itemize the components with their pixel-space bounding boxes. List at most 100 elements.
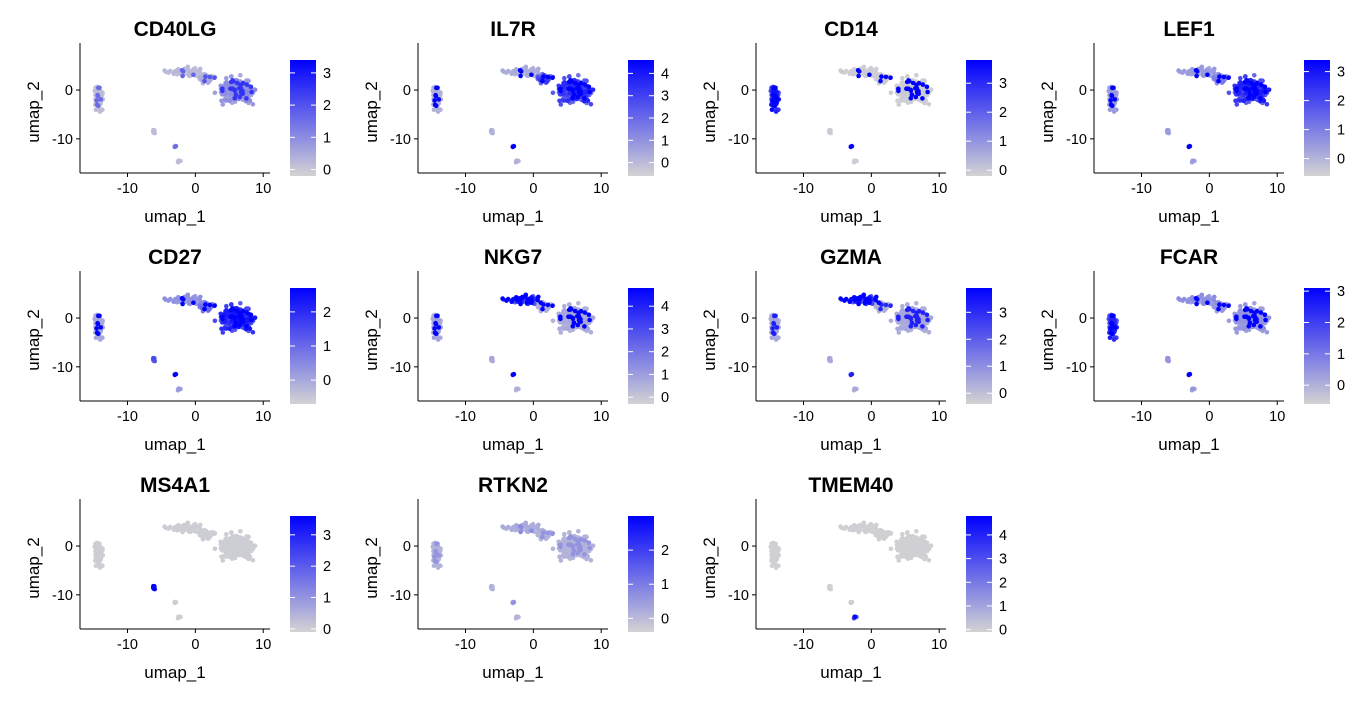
data-point <box>587 317 592 323</box>
data-point <box>246 306 251 311</box>
data-point <box>827 355 832 361</box>
data-point <box>1252 318 1258 323</box>
data-point <box>545 74 551 80</box>
data-point <box>851 523 857 528</box>
data-point <box>233 320 239 326</box>
data-point <box>93 107 99 112</box>
data-point <box>1264 102 1270 107</box>
data-point <box>1261 98 1267 104</box>
data-point <box>1112 97 1118 102</box>
data-point <box>1246 88 1252 94</box>
data-point <box>1110 313 1115 319</box>
colorbar-gradient <box>628 288 654 404</box>
data-point <box>550 90 556 96</box>
x-axis-label: umap_1 <box>144 207 205 226</box>
data-point <box>151 583 156 589</box>
data-point <box>914 90 920 95</box>
data-point <box>1226 318 1232 324</box>
data-point <box>571 320 577 326</box>
data-point <box>244 310 250 315</box>
data-point <box>212 318 218 324</box>
data-point <box>586 540 592 546</box>
data-point <box>183 522 188 528</box>
data-point <box>212 75 217 81</box>
scatter-points <box>92 520 258 621</box>
data-point <box>514 158 520 164</box>
data-point <box>770 98 775 103</box>
data-point <box>888 546 894 552</box>
data-point <box>432 558 438 564</box>
y-tick-label: 0 <box>1079 83 1087 99</box>
x-tick-label: 10 <box>931 181 947 197</box>
data-point <box>220 558 226 563</box>
data-point <box>900 75 905 81</box>
data-point <box>774 97 780 102</box>
data-point <box>769 335 775 340</box>
data-point <box>878 306 883 312</box>
data-point <box>233 540 239 546</box>
y-tick-label: -10 <box>390 360 411 376</box>
data-point <box>536 66 541 72</box>
data-point <box>839 69 845 75</box>
data-point <box>220 102 226 107</box>
data-point <box>888 318 894 324</box>
data-point <box>247 98 253 104</box>
data-point <box>1109 92 1114 98</box>
data-point <box>237 322 243 328</box>
data-point <box>244 96 249 101</box>
colorbar: 012 <box>290 288 331 404</box>
data-point <box>558 330 564 335</box>
panel-title: LEF1 <box>1163 18 1215 41</box>
data-point <box>219 326 224 332</box>
data-point <box>197 529 203 535</box>
data-point <box>923 326 929 332</box>
data-point <box>575 94 581 100</box>
data-point <box>1234 314 1239 320</box>
data-point <box>176 158 182 164</box>
data-point <box>541 74 546 79</box>
data-point <box>1241 326 1246 332</box>
data-point <box>926 558 932 563</box>
data-point <box>232 536 238 541</box>
data-point <box>922 100 927 106</box>
data-point <box>867 72 872 78</box>
colorbar-tick-label: 0 <box>661 156 669 172</box>
data-point <box>167 68 173 74</box>
x-tick-label: -10 <box>117 181 138 197</box>
data-point <box>489 355 494 361</box>
data-point <box>500 296 505 301</box>
data-point <box>568 306 573 311</box>
data-point <box>852 386 858 392</box>
scatter-points <box>1106 292 1272 393</box>
data-point <box>162 524 167 529</box>
scatter-points <box>1106 64 1272 165</box>
data-point <box>873 69 878 75</box>
panel-title: IL7R <box>490 18 536 41</box>
data-point <box>1258 324 1263 329</box>
data-point <box>1251 322 1257 328</box>
data-point <box>1238 75 1243 81</box>
data-point <box>207 302 213 308</box>
data-point <box>585 98 591 104</box>
data-point <box>1264 330 1270 335</box>
x-tick-label: 0 <box>191 409 199 425</box>
data-point <box>1200 72 1206 78</box>
data-point <box>1212 66 1217 72</box>
data-point <box>1234 102 1240 107</box>
data-point <box>220 86 225 92</box>
data-point <box>904 302 910 307</box>
data-point <box>535 297 540 303</box>
data-point <box>570 316 576 322</box>
data-point <box>206 307 212 313</box>
colorbar-tick-label: 2 <box>999 105 1007 121</box>
data-point <box>509 71 514 76</box>
data-point <box>185 293 190 299</box>
data-point <box>544 535 550 541</box>
data-point <box>561 326 567 331</box>
panel-title: CD14 <box>824 18 878 41</box>
data-point <box>1176 68 1181 73</box>
data-point <box>227 98 232 104</box>
y-tick-label: -10 <box>1066 132 1087 148</box>
